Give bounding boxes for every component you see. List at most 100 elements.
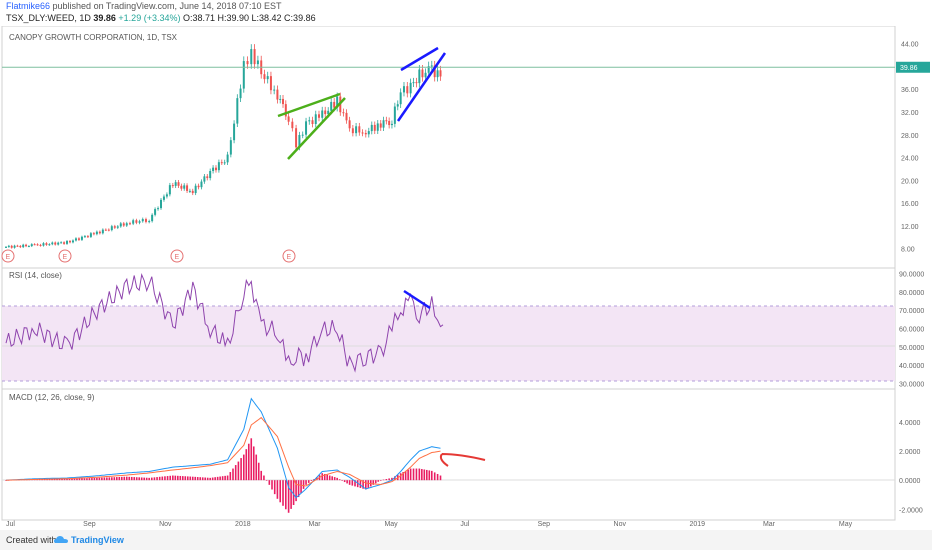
candle-body <box>279 98 282 100</box>
macd-hist-bar <box>394 476 396 481</box>
candle-body <box>197 185 200 188</box>
macd-hist-bar <box>151 477 153 481</box>
macd-hist-bar <box>103 477 106 481</box>
macd-hist-bar <box>402 472 404 481</box>
candle-body <box>269 76 272 91</box>
macd-hist-bar <box>287 480 290 513</box>
earnings-marker[interactable]: E <box>1 249 15 263</box>
candle-body <box>27 246 30 248</box>
macd-hist-bar <box>169 475 172 481</box>
macd-hist-bar <box>123 476 126 481</box>
candle-body <box>33 244 36 246</box>
candle-body <box>376 123 379 131</box>
candle-body <box>101 229 104 234</box>
rsi-line <box>5 273 444 373</box>
macd-hist-bar <box>359 480 362 488</box>
candle-body <box>214 167 217 171</box>
macd-hist-bar <box>108 477 111 481</box>
macd-hist-bar <box>232 468 234 481</box>
macd-hist-bar <box>140 477 143 481</box>
macd-axis-label: 4.0000 <box>899 420 921 427</box>
earnings-marker[interactable]: E <box>58 249 72 263</box>
publisher-line: Flatmike66 published on TradingView.com,… <box>6 0 282 13</box>
rsi-axis-label: 40.0000 <box>899 363 924 370</box>
macd-line <box>5 397 441 499</box>
macd-hist-bar <box>418 468 421 481</box>
macd-hist-bar <box>237 461 240 481</box>
macd-hist-bar <box>348 480 351 485</box>
time-axis: Jul Sep Nov 2018 Mar May Jul Sep Nov 2019 Mar May <box>6 521 853 528</box>
rsi-axis-label: 60.0000 <box>899 327 924 334</box>
tradingview-brand-link[interactable]: TradingView <box>71 535 124 545</box>
macd-hist-bar <box>341 480 343 481</box>
candle-body <box>421 69 424 78</box>
macd-hist-bar <box>209 477 211 481</box>
candle-body <box>113 226 116 228</box>
candle-body <box>110 226 113 231</box>
candle-body <box>314 114 317 124</box>
candle-body <box>233 123 236 141</box>
red-arrow-drawing[interactable] <box>439 453 486 467</box>
candle-body <box>229 140 232 155</box>
blue-wedge-drawing[interactable] <box>396 46 447 122</box>
candle-body <box>119 223 122 227</box>
candle-body <box>236 98 239 124</box>
macd-hist-bar <box>388 478 390 481</box>
earnings-marker[interactable]: E <box>282 249 296 263</box>
candle-body <box>74 238 77 241</box>
candle-body <box>226 154 229 163</box>
candle-body <box>333 101 336 108</box>
macd-hist-bar <box>63 479 66 481</box>
candle-body <box>151 214 154 222</box>
rsi-band <box>2 306 895 381</box>
candle-body <box>132 220 135 224</box>
macd-hist-bar <box>191 476 194 481</box>
publisher-link[interactable]: Flatmike66 <box>6 1 51 11</box>
candle-body <box>162 196 165 200</box>
candle-body <box>148 221 151 223</box>
rsi-divergence-drawing[interactable] <box>403 289 431 310</box>
macd-hist-bar <box>116 477 118 481</box>
candle-body <box>406 86 409 94</box>
rsi-axis-label: 50.0000 <box>899 345 924 352</box>
macd-hist-bar <box>189 476 192 481</box>
price-axis-label: 8.00 <box>901 247 915 254</box>
candle-body <box>212 167 215 172</box>
candle-body <box>311 120 314 124</box>
macd-hist-bar <box>362 480 364 489</box>
time-axis-label: May <box>839 521 853 528</box>
macd-hist-bar <box>255 454 258 481</box>
macd-hist-bar <box>409 468 412 481</box>
macd-hist-bar <box>86 478 88 481</box>
price-axis-label: 44.00 <box>901 42 919 49</box>
candle-body <box>86 236 89 238</box>
macd-hist-bar <box>305 480 307 485</box>
rsi-axis-label: 80.0000 <box>899 290 924 297</box>
candle-body <box>427 66 430 73</box>
earnings-marker[interactable]: E <box>170 249 184 263</box>
current-price-tag-bg <box>896 61 930 73</box>
macd-hist-bar <box>101 477 103 481</box>
signal-line <box>5 416 441 487</box>
candle-body <box>30 244 33 247</box>
macd-hist-bar <box>260 470 263 481</box>
candle-body <box>220 162 223 164</box>
publish-header: Flatmike66 published on TradingView.com,… <box>0 0 932 26</box>
candle-body <box>430 65 433 67</box>
macd-hist-bar <box>78 478 81 481</box>
macd-hist-bar <box>385 479 388 481</box>
macd-hist-bar <box>245 449 248 481</box>
macd-hist-bar <box>153 477 156 481</box>
macd-hist-bar <box>285 480 287 510</box>
macd-hist-bar <box>204 477 206 481</box>
candle-body <box>191 190 194 194</box>
chart-area[interactable]: CANOPY GROWTH CORPORATION, 1D, TSX RSI (… <box>0 26 932 530</box>
price-change: +1.29 (+3.34%) <box>118 13 181 23</box>
candle-body <box>180 185 183 189</box>
candle-body <box>266 76 269 80</box>
price-pane[interactable] <box>1 26 896 269</box>
candle-body <box>250 49 253 65</box>
macd-hist-bar <box>106 477 108 481</box>
macd-hist-bar <box>279 480 282 503</box>
green-wedge-drawing[interactable] <box>277 92 346 160</box>
